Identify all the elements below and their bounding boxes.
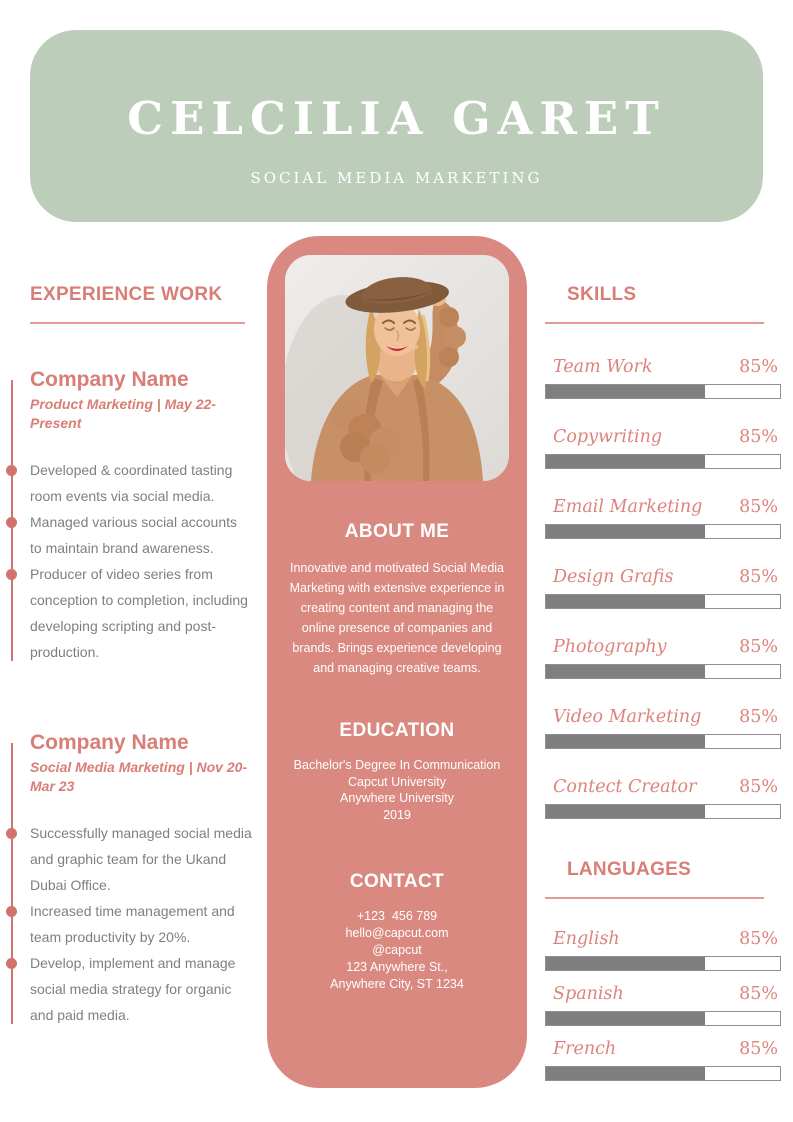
language-percent: 85% [739,984,778,1004]
skill-bar-fill [546,665,706,678]
about-text: Innovative and motivated Social Media Ma… [289,561,505,675]
skills-divider [545,322,764,324]
timeline-line [11,743,13,1025]
language-bar [545,1066,781,1081]
job-bullet: Producer of video series from conception… [6,561,252,665]
language-bar-fill [546,1067,706,1080]
skill-bar [545,454,781,469]
language-percent: 85% [739,929,778,949]
skill-bar [545,664,781,679]
skill-bar-fill [546,805,706,818]
skill-bar-fill [546,455,706,468]
skill-team-work: Team Work 85% [545,356,781,399]
job-bullet-list: Successfully managed social media and gr… [6,820,252,1028]
bullet-dot [6,828,17,840]
skill-bar-fill [546,595,706,608]
skill-percent: 85% [739,777,778,797]
languages-title: LANGUAGES [567,859,692,880]
language-bar-fill [546,957,706,970]
languages-section: LANGUAGES [545,859,781,899]
skill-percent: 85% [739,497,778,517]
contact-lines: +123 456 789 hello@capcut.com @capcut 12… [277,908,517,993]
education-line: 2019 [383,807,411,822]
skill-copywriting: Copywriting 85% [545,426,781,469]
about-title: ABOUT ME [344,521,450,542]
skill-bar-fill [546,525,706,538]
languages-divider [545,897,764,899]
job-title: SOCIAL MEDIA MARKETING [250,169,543,187]
job-meta: Product Marketing | May 22-Present [30,396,216,432]
contact-address-1: 123 Anywhere St., [346,960,448,974]
header-banner: CELCILIA GARET SOCIAL MEDIA MARKETING [30,30,763,222]
education-lines: Bachelor's Degree In Communication Capcu… [277,757,517,823]
language-bar-fill [546,1012,706,1025]
language-english: English 85% [545,928,781,971]
skill-percent: 85% [739,357,778,377]
skill-bar [545,734,781,749]
language-percent: 85% [739,1039,778,1059]
bullet-dot [6,465,17,477]
skills-title: SKILLS [567,284,637,305]
company-name: Company Name [30,731,189,755]
skill-bar [545,804,781,819]
languages-list: English 85% Spanish 85% French 85% [545,928,781,1081]
education-line: Bachelor's Degree In Communication [293,758,501,772]
skill-percent: 85% [739,707,778,727]
profile-panel: ABOUT ME Innovative and motivated Social… [267,236,527,1088]
job-bullet: Develop, implement and manage social med… [6,950,252,1028]
language-bar [545,956,781,971]
education-line: Anywhere University [340,791,454,805]
skill-percent: 85% [739,637,778,657]
skill-email-marketing: Email Marketing 85% [545,496,781,539]
job-bullet: Increased time management and team produ… [6,898,252,950]
skills-list: Team Work 85% Copywriting 85% Email Market… [545,356,781,819]
job-bullet: Successfully managed social media and gr… [6,820,252,898]
experience-divider [30,322,245,324]
skill-contect-creator: Contect Creator 85% [545,776,781,819]
experience-title: EXPERIENCE WORK [30,284,223,305]
experience-section: EXPERIENCE WORK Company Name Product Mar… [6,284,252,1028]
job-entry-1: Company Name Product Marketing | May 22-… [6,368,252,665]
skill-percent: 85% [739,427,778,447]
contact-handle: @capcut [372,943,422,957]
skill-bar-fill [546,385,706,398]
contact-address-2: Anywhere City, ST 1234 [330,977,464,991]
skill-video-marketing: Video Marketing 85% [545,706,781,749]
language-spanish: Spanish 85% [545,983,781,1026]
job-bullet: Managed various social accounts to maint… [6,509,252,561]
skill-photography: Photography 85% [545,636,781,679]
contact-email: hello@capcut.com [345,926,449,940]
company-name: Company Name [30,368,189,391]
bullet-dot [6,517,17,529]
skill-bar [545,594,781,609]
contact-phone: +123 456 789 [356,909,438,923]
skill-bar-fill [546,735,706,748]
bullet-dot [6,906,17,918]
education-title: EDUCATION [339,720,455,741]
portrait-photo [285,255,509,481]
bullet-dot [6,569,17,581]
job-meta: Social Media Marketing | Nov 20-Mar 23 [30,759,248,795]
skill-bar [545,384,781,399]
contact-title: CONTACT [349,871,445,892]
skill-percent: 85% [739,567,778,587]
job-bullet-list: Developed & coordinated tasting room eve… [6,457,252,665]
skill-bar [545,524,781,539]
skill-design-grafis: Design Grafis 85% [545,566,781,609]
education-line: Capcut University [348,774,446,789]
job-bullet: Developed & coordinated tasting room eve… [6,457,252,509]
language-french: French 85% [545,1038,781,1081]
person-name: CELCILIA GARET [127,92,666,145]
skills-section: SKILLS Team Work 85% Copywriting 85% Email… [545,284,781,1093]
job-entry-2: Company Name Social Media Marketing | No… [6,731,252,1028]
language-bar [545,1011,781,1026]
bullet-dot [6,958,17,970]
